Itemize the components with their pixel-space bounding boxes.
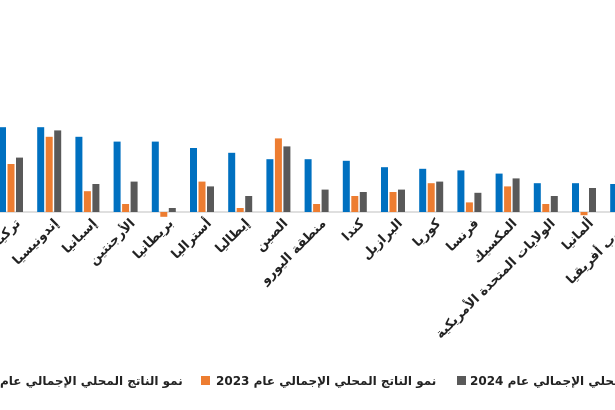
- bar: [550, 196, 558, 212]
- bar: [92, 184, 100, 212]
- bar: [113, 141, 121, 212]
- bar: [266, 159, 274, 212]
- legend-swatch: [457, 376, 466, 385]
- legend-swatch: [201, 376, 210, 385]
- bar: [313, 204, 321, 212]
- bar: [54, 130, 62, 212]
- bar: [207, 186, 214, 212]
- bar: [342, 160, 350, 212]
- bar: [45, 136, 53, 212]
- bar: [75, 136, 83, 212]
- bar: [359, 192, 367, 212]
- bar: [7, 164, 15, 212]
- bar: [274, 138, 282, 212]
- bar: [321, 189, 329, 212]
- bar: [228, 152, 236, 212]
- bar: [436, 181, 444, 212]
- bar: [495, 173, 503, 212]
- x-tick-label: منطقة اليورو: [257, 216, 329, 288]
- bar: [389, 192, 397, 212]
- bar: [151, 141, 159, 212]
- bar: [381, 167, 388, 212]
- x-tick-label: أستراليا: [167, 215, 214, 262]
- bar: [580, 212, 588, 216]
- bar: [190, 148, 197, 212]
- bar: [236, 208, 244, 212]
- x-tick-label: بريطانيا: [130, 216, 176, 262]
- bar: [427, 183, 435, 212]
- bar: [610, 184, 615, 212]
- legend-label: نمو الناتج المحلي الإجمالي عام 2024: [470, 374, 615, 389]
- legend-label: نمو الناتج المحلي الإجمالي عام 2023: [216, 374, 436, 389]
- bar: [419, 168, 427, 212]
- bar: [122, 204, 130, 212]
- bar: [245, 196, 253, 212]
- bar: [542, 204, 550, 212]
- bar: [168, 208, 176, 212]
- bar: [0, 127, 6, 212]
- bar: [130, 181, 138, 212]
- bar: [512, 178, 520, 212]
- bar: [83, 191, 91, 212]
- x-tick-label: كوريا: [410, 216, 444, 250]
- bar: [457, 170, 465, 212]
- bar: [504, 186, 512, 212]
- x-tick-label: إيطاليا: [213, 216, 253, 256]
- bar: [465, 202, 473, 212]
- bar: [589, 188, 596, 212]
- bar: [16, 157, 23, 212]
- bar: [533, 183, 541, 212]
- bar: [398, 189, 405, 212]
- bar: [160, 212, 168, 217]
- bar: [474, 192, 482, 212]
- x-tick-label: ألمانيا: [558, 215, 597, 254]
- bar: [351, 196, 359, 212]
- x-tick-label: البرازيل: [359, 216, 406, 263]
- x-tick-label: تركيا: [0, 216, 24, 248]
- legend-label: نمو الناتج المحلي الإجمالي عام: [0, 374, 183, 389]
- bar: [572, 183, 579, 212]
- x-tick-label: كندا: [339, 216, 367, 244]
- bar: [198, 181, 206, 212]
- bar: [283, 146, 291, 212]
- bar: [37, 127, 45, 212]
- bar: [304, 159, 312, 212]
